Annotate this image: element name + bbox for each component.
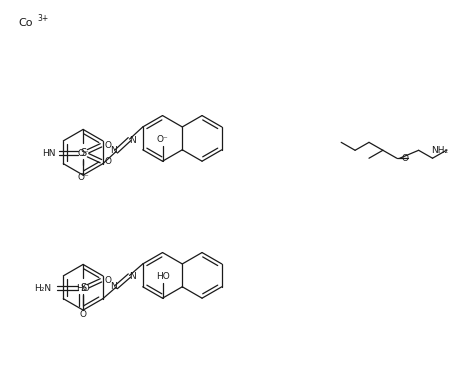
Text: NH₂: NH₂ — [430, 146, 447, 155]
Text: HO: HO — [155, 272, 169, 281]
Text: HN: HN — [42, 149, 55, 158]
Text: O: O — [400, 154, 407, 163]
Text: H₂N: H₂N — [34, 284, 51, 293]
Text: S: S — [80, 148, 86, 158]
Text: Co: Co — [19, 18, 33, 28]
Text: S: S — [80, 283, 86, 293]
Text: O: O — [105, 141, 112, 150]
Text: O: O — [105, 157, 112, 166]
Text: O⁻: O⁻ — [77, 149, 89, 158]
Text: O: O — [80, 310, 87, 319]
Text: N: N — [109, 146, 116, 155]
Text: N: N — [109, 282, 116, 291]
Text: O: O — [105, 276, 112, 285]
Text: 3+: 3+ — [38, 14, 49, 23]
Text: O⁻: O⁻ — [77, 173, 89, 181]
Text: HO: HO — [76, 284, 90, 293]
Text: N: N — [129, 272, 136, 281]
Text: N: N — [129, 136, 136, 144]
Text: O⁻: O⁻ — [156, 135, 168, 144]
